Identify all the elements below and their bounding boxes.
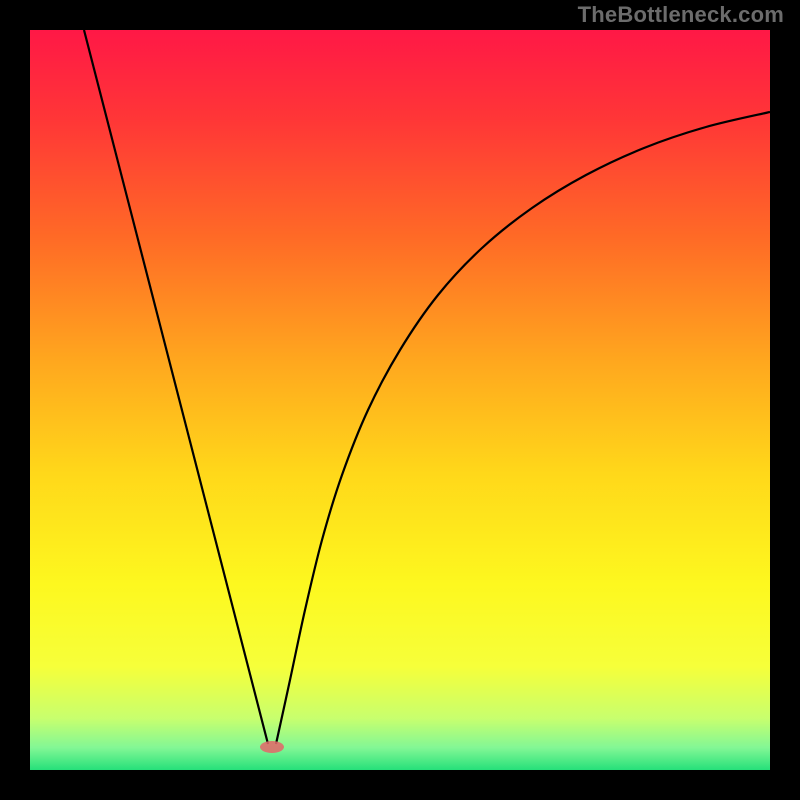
plot-area — [30, 30, 770, 770]
watermark-text: TheBottleneck.com — [578, 2, 784, 28]
curve-left-branch — [84, 30, 268, 744]
curve-right-branch — [276, 112, 770, 744]
min-marker — [260, 741, 284, 753]
chart-svg — [30, 30, 770, 770]
